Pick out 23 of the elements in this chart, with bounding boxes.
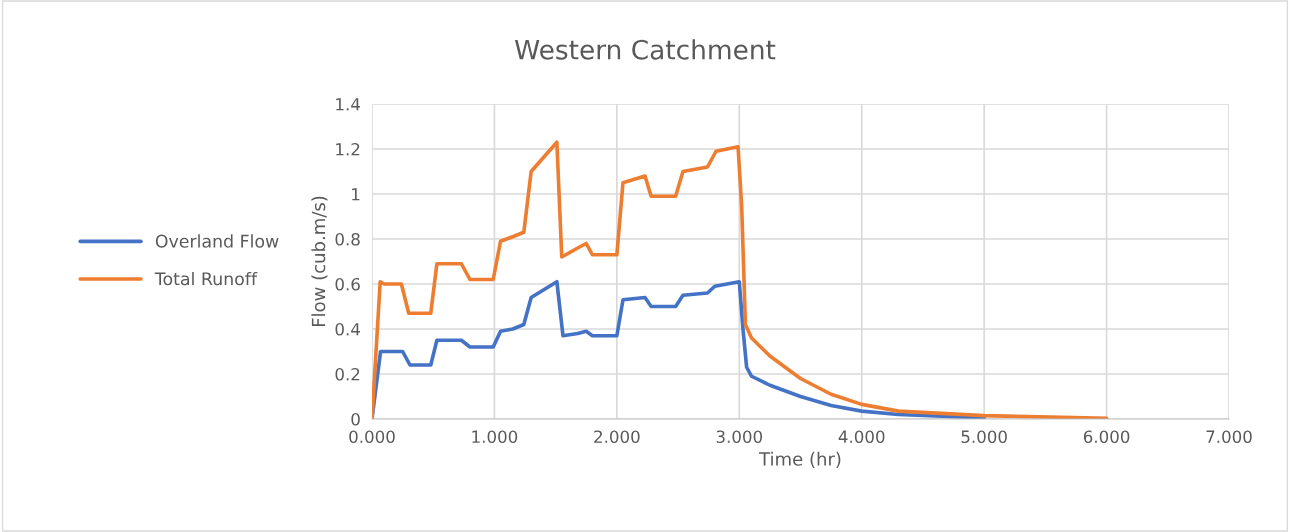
- x-tick-label: 4.000: [838, 430, 885, 444]
- y-tick-label: 0.2: [335, 367, 360, 381]
- y-tick-label: 0: [351, 412, 360, 426]
- y-tick-label: 1.4: [336, 98, 360, 111]
- line-series: [372, 279, 986, 419]
- x-axis-title: Time (hr): [759, 451, 841, 468]
- x-tick-label: 7.000: [1206, 430, 1252, 444]
- y-tick-label: 0.8: [335, 232, 360, 246]
- x-tick-label: 2.000: [594, 430, 640, 444]
- y-tick-label: 0.6: [335, 277, 360, 291]
- x-tick-label: 3.000: [716, 430, 763, 444]
- x-tick-label: 5.000: [961, 430, 1007, 444]
- legend-label: Total Runoff: [154, 271, 258, 286]
- y-tick-label: 1: [352, 188, 360, 201]
- x-tick-label: 1.000: [472, 430, 518, 444]
- x-tick-label: 6.000: [1083, 430, 1130, 444]
- legend-label: Overland Flow: [155, 234, 279, 248]
- x-tick-label: 0.000: [349, 430, 395, 444]
- y-tick-label: 1.2: [336, 142, 360, 156]
- y-tick-label: 0.4: [335, 322, 360, 336]
- y-axis-title: Flow (cub.m/s): [311, 196, 328, 327]
- line-series: [372, 140, 1109, 419]
- chart-title: Western Catchment: [514, 39, 776, 60]
